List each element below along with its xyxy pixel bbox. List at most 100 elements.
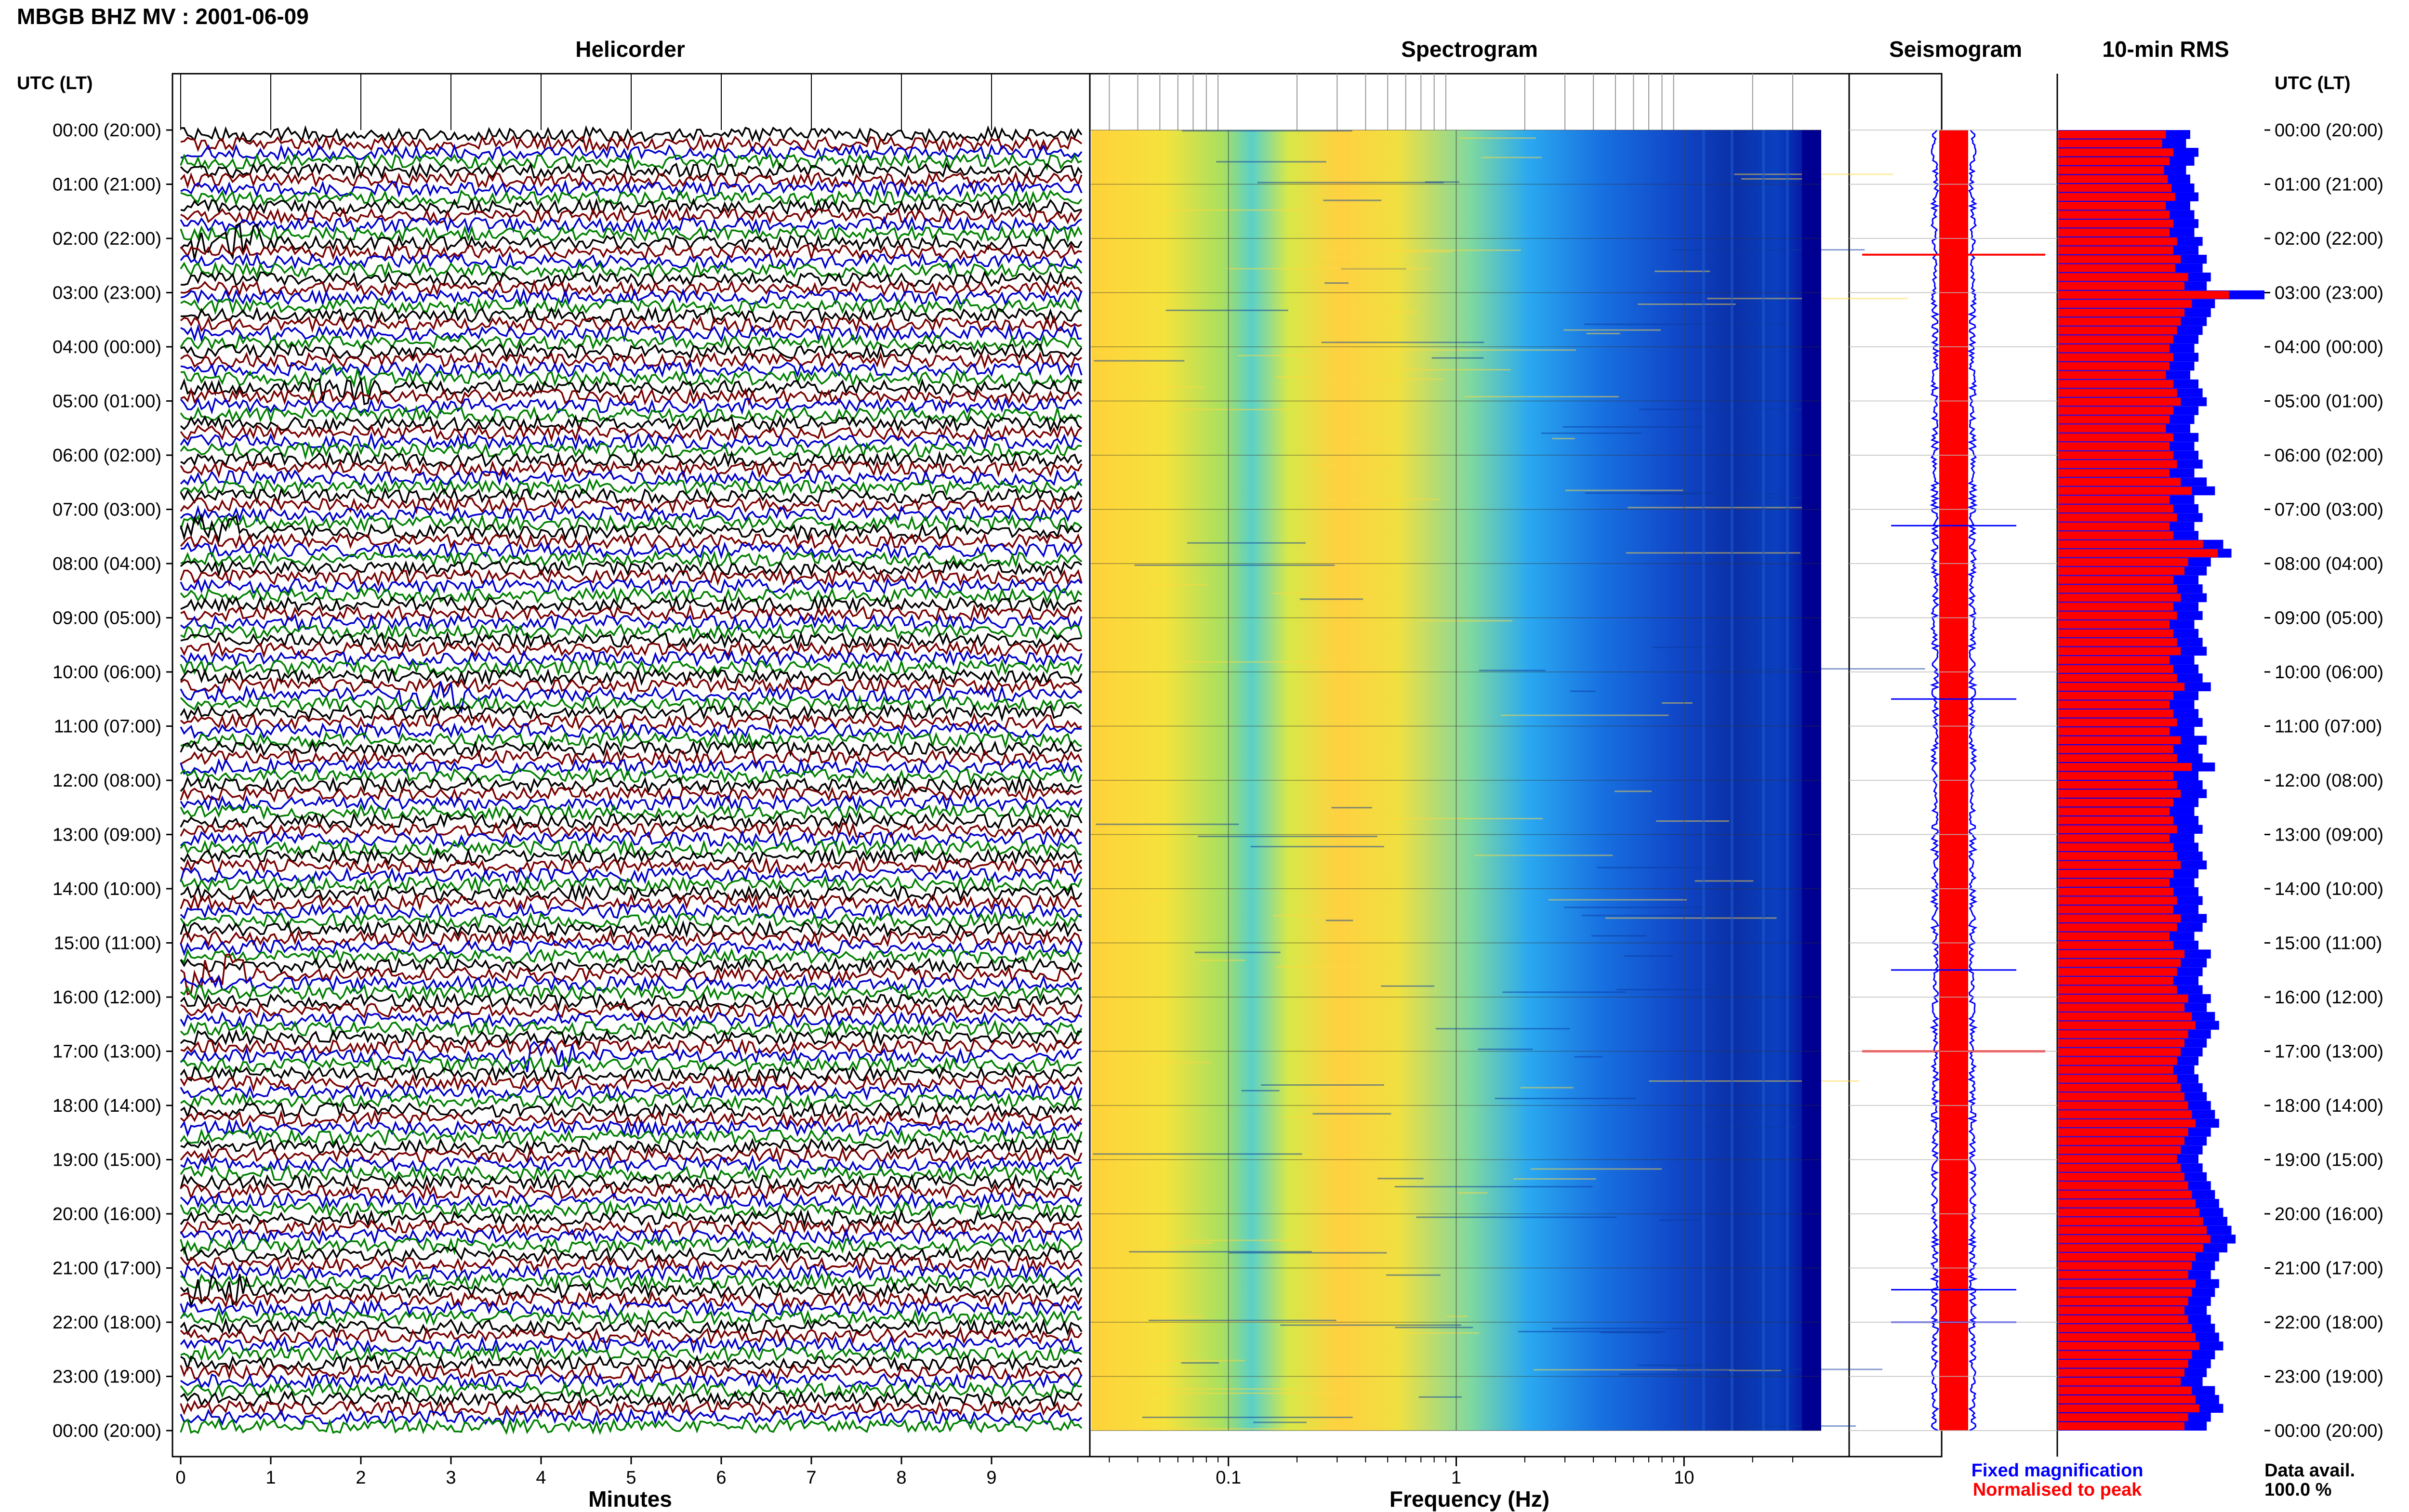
helicorder-trace bbox=[180, 513, 1083, 543]
spectrogram-stripe bbox=[1129, 900, 1166, 902]
spectrogram-stripe bbox=[1446, 1315, 1468, 1317]
rms-bar-inner bbox=[2058, 1003, 2184, 1012]
rms-bar-inner bbox=[2058, 415, 2170, 424]
rms-bar-inner bbox=[2058, 932, 2170, 940]
spectrogram-stripe bbox=[1323, 499, 1440, 500]
spectrogram-stripe bbox=[1300, 598, 1363, 600]
spectrogram-stripe bbox=[1552, 437, 1575, 439]
time-label-left: 07:00 (03:00) bbox=[53, 500, 161, 520]
helicorder-trace bbox=[180, 902, 1082, 920]
time-label-left: 23:00 (19:00) bbox=[53, 1367, 161, 1387]
helicorder-trace bbox=[180, 856, 1083, 877]
spectrogram-stripe bbox=[1533, 1369, 1734, 1371]
rms-bar-inner bbox=[2058, 745, 2173, 753]
rms-bar-inner bbox=[2058, 674, 2177, 682]
helicorder-trace bbox=[180, 152, 1082, 171]
rms-bar-inner bbox=[2058, 424, 2166, 433]
rms-bar-inner bbox=[2058, 1288, 2192, 1297]
rms-bar-inner bbox=[2058, 1075, 2177, 1083]
spectrogram-stripe bbox=[1584, 323, 1793, 325]
rms-bar-inner bbox=[2058, 1404, 2199, 1413]
helicorder-trace bbox=[180, 460, 1083, 478]
rms-bar-inner bbox=[2058, 1244, 2203, 1252]
spectrogram-stripe bbox=[1406, 1332, 1480, 1334]
spectrogram-stripe bbox=[1465, 396, 1619, 398]
helicorder-x-axis: 0 1 2 3 4 5 6 7 8 9 bbox=[175, 74, 997, 1488]
spectrogram-stripe bbox=[1639, 408, 1812, 410]
rms-bar-inner bbox=[2058, 825, 2177, 833]
helicorder-trace bbox=[180, 207, 1083, 225]
spectrogram-stripe bbox=[1324, 282, 1349, 284]
helicorder-trace bbox=[180, 740, 1082, 758]
helicorder-trace bbox=[180, 1065, 1083, 1083]
spectrogram-stripe bbox=[1673, 249, 1865, 251]
spectrogram-stripe bbox=[1299, 1090, 1329, 1091]
helicorder-trace bbox=[180, 1091, 1082, 1110]
spectrogram-stripe bbox=[1148, 584, 1208, 586]
helicorder-trace bbox=[180, 423, 1083, 443]
helicorder-trace bbox=[180, 342, 1083, 360]
spectrogram-stripe bbox=[1142, 1417, 1353, 1419]
rms-bar-inner bbox=[2058, 219, 2173, 228]
spectrogram-stripe bbox=[1331, 807, 1372, 809]
spectrogram-stripe bbox=[1308, 1427, 1350, 1429]
helicorder-x-tick-label: 0 bbox=[175, 1468, 185, 1488]
time-label-right: 04:00 (00:00) bbox=[2275, 337, 2383, 357]
helicorder-trace bbox=[180, 143, 1083, 162]
helicorder-trace bbox=[180, 351, 1082, 370]
spectrogram-stripe bbox=[1502, 991, 1627, 993]
rms-bar-inner bbox=[2058, 460, 2177, 468]
helicorder-trace bbox=[180, 938, 1083, 957]
spectrogram-stripe bbox=[1418, 1396, 1462, 1398]
spectrogram-stripe bbox=[1138, 1316, 1203, 1318]
rms-bar-inner bbox=[2058, 647, 2181, 656]
rms-bar-inner bbox=[2058, 549, 2218, 557]
helicorder-trace bbox=[180, 360, 1083, 379]
spectrogram-stripe bbox=[1479, 670, 1546, 671]
spectrogram-stripe bbox=[1319, 256, 1354, 258]
rms-bar-inner bbox=[2058, 1146, 2181, 1154]
rms-bar-inner bbox=[2058, 1333, 2196, 1341]
helicorder-trace bbox=[180, 1335, 1083, 1355]
time-label-left: 14:00 (10:00) bbox=[53, 879, 161, 899]
data-availability-label: Data avail. bbox=[2264, 1460, 2355, 1481]
helicorder-trace bbox=[180, 838, 1082, 858]
rms-bar-inner bbox=[2058, 727, 2170, 736]
spectrogram-stripe bbox=[1552, 1328, 1689, 1329]
rms-bar-inner bbox=[2058, 1279, 2196, 1288]
time-label-left: 04:00 (00:00) bbox=[53, 337, 161, 357]
rms-bar-inner bbox=[2058, 1306, 2184, 1315]
spectrogram-x-tick-label: 1 bbox=[1451, 1468, 1461, 1488]
rms-bar-inner bbox=[2058, 335, 2173, 343]
helicorder-trace bbox=[180, 1399, 1083, 1418]
rms-bar-inner bbox=[2058, 1360, 2188, 1368]
spectrogram-stripe bbox=[1638, 303, 1736, 305]
time-label-left: 01:00 (21:00) bbox=[53, 175, 161, 195]
helicorder-trace bbox=[180, 658, 1083, 677]
spectrogram-stripe bbox=[1401, 369, 1511, 371]
helicorder-trace bbox=[180, 703, 1083, 722]
helicorder-trace bbox=[180, 983, 1082, 1002]
spectrogram-stripe bbox=[1181, 661, 1351, 663]
spectrogram-stripe bbox=[1145, 1062, 1212, 1064]
rms-bar-inner bbox=[2058, 478, 2181, 486]
spectrogram-stripe bbox=[1435, 1028, 1570, 1030]
hour-gridlines bbox=[166, 129, 2270, 1432]
spectrogram-stripe bbox=[1163, 209, 1301, 211]
helicorder-trace bbox=[180, 974, 1082, 993]
spectrogram-stripe bbox=[1276, 966, 1362, 968]
rms-bar-inner bbox=[2058, 228, 2170, 237]
rms-bar-inner bbox=[2058, 710, 2173, 718]
rms-bar-inner bbox=[2058, 1297, 2188, 1306]
helicorder-trace bbox=[180, 1118, 1082, 1138]
spectrogram-stripe bbox=[1325, 920, 1353, 921]
spectrogram-stripe bbox=[1500, 714, 1669, 716]
rms-bar-inner bbox=[2058, 1110, 2192, 1118]
rms-bar-inner bbox=[2058, 1422, 2184, 1430]
spectrogram-stripe bbox=[1138, 1388, 1297, 1390]
spectrogram-stripe bbox=[1649, 1080, 1859, 1082]
time-label-left: 08:00 (04:00) bbox=[53, 554, 161, 574]
spectrogram-stripe bbox=[1312, 311, 1418, 313]
spectrogram-stripe bbox=[1272, 592, 1314, 594]
rms-bar-inner bbox=[2058, 834, 2170, 842]
